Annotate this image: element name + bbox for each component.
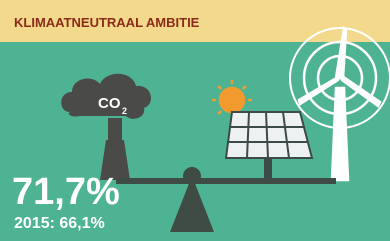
stat-value: 71,7% <box>12 171 120 213</box>
cloud-subscript: 2 <box>122 106 127 116</box>
header-title: KLIMAATNEUTRAAL AMBITIE <box>14 15 200 30</box>
seesaw-plank <box>116 178 336 184</box>
cloud-text: CO <box>98 95 121 112</box>
stat-previous: 2015: 66,1% <box>14 215 105 232</box>
infographic: KLIMAATNEUTRAAL AMBITIE CO 2 <box>0 0 390 241</box>
